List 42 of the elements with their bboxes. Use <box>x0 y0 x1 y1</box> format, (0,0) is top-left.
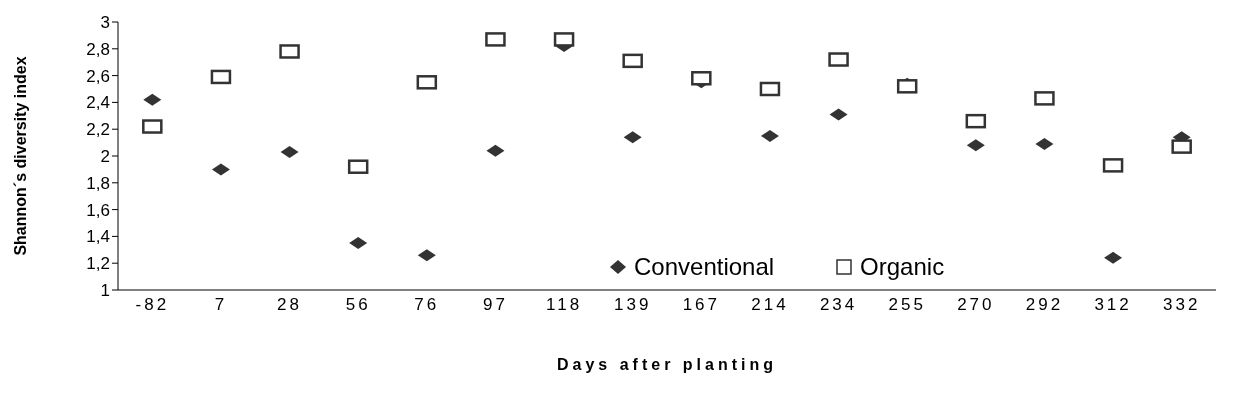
x-tick-label: 312 <box>1094 295 1132 315</box>
x-tick-label: 270 <box>957 295 995 315</box>
x-tick-label: 214 <box>751 295 789 315</box>
point <box>622 53 643 69</box>
point <box>965 113 987 129</box>
point <box>1171 139 1192 154</box>
x-tick-label: 118 <box>546 295 583 315</box>
point <box>485 32 506 47</box>
point <box>691 71 712 86</box>
point <box>142 119 163 134</box>
x-tick-label: 167 <box>682 295 720 315</box>
y-tick-label: 1,2 <box>86 254 110 274</box>
y-tick-label: 2,6 <box>86 66 110 86</box>
legend-label: Conventional <box>633 253 775 281</box>
x-tick-label: 56 <box>345 295 371 315</box>
x-tick-label: 139 <box>614 295 652 315</box>
x-tick-label: 255 <box>888 295 926 315</box>
x-tick-label: 76 <box>414 295 440 315</box>
x-axis-title: Days after planting <box>556 356 778 373</box>
point <box>828 52 849 67</box>
point <box>210 69 232 85</box>
y-tick-label: 1,6 <box>86 200 110 220</box>
x-tick-label: -82 <box>135 295 170 315</box>
y-tick-label: 2,4 <box>86 93 110 113</box>
y-tick-label: 2,8 <box>86 39 110 59</box>
y-tick-label: 2 <box>100 147 110 167</box>
x-tick-label: 332 <box>1163 295 1201 315</box>
y-tick-label: 1,8 <box>86 173 110 193</box>
point <box>759 81 781 97</box>
x-tick-label: 97 <box>482 295 508 315</box>
point <box>279 44 300 59</box>
y-tick-label: 2,2 <box>86 120 110 140</box>
point <box>1034 91 1055 106</box>
y-tick-label: 1,4 <box>86 227 110 247</box>
x-tick-label: 28 <box>277 295 303 315</box>
x-tick-label: 7 <box>214 295 228 315</box>
y-tick-label: 1 <box>100 281 110 301</box>
y-tick-label: 3 <box>100 13 110 33</box>
x-tick-label: 234 <box>819 295 858 315</box>
y-axis-title: Shannon´s diversity index <box>11 56 29 256</box>
legend-label: Organic <box>859 253 945 281</box>
x-tick-label: 292 <box>1025 295 1064 315</box>
